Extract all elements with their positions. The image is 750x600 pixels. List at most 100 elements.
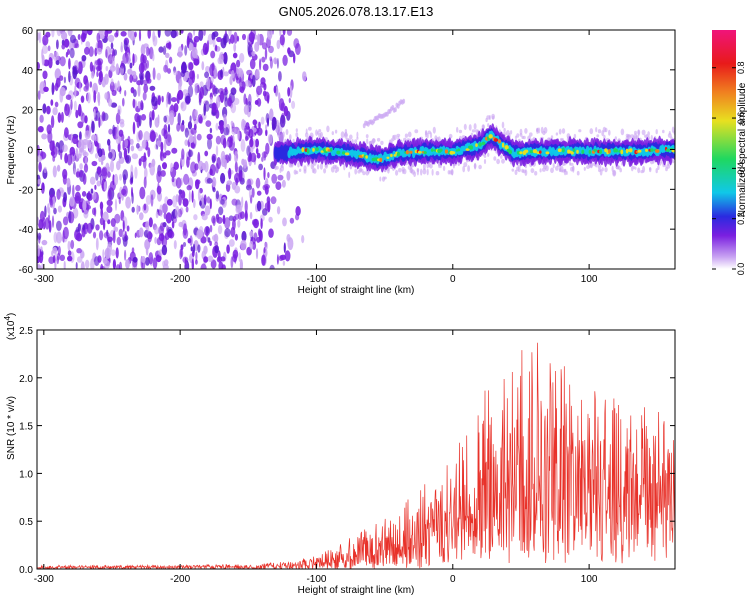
noise-blob xyxy=(62,168,68,180)
noise-blob xyxy=(230,120,234,126)
noise-blob xyxy=(107,219,111,225)
noise-blob xyxy=(233,31,238,44)
noise-blob xyxy=(182,89,189,96)
noise-blob xyxy=(137,101,141,109)
noise-blob xyxy=(37,62,40,71)
noise-blob xyxy=(117,142,121,153)
band-halo-blob xyxy=(463,162,468,168)
noise-blob xyxy=(130,145,135,152)
band-halo-blob xyxy=(379,176,382,182)
y-tick-label: 1.0 xyxy=(19,469,33,480)
band-halo-blob xyxy=(666,164,671,169)
noise-blob xyxy=(129,74,133,83)
noise-blob xyxy=(125,196,131,209)
noise-blob xyxy=(263,167,266,181)
noise-blob xyxy=(193,58,200,66)
noise-blob xyxy=(245,122,250,130)
noise-blob xyxy=(256,69,260,78)
noise-blob xyxy=(98,30,104,36)
noise-blob xyxy=(213,31,219,38)
noise-blob xyxy=(158,46,164,53)
colorbar-tick-label: 0.0 xyxy=(736,263,746,276)
noise-blob xyxy=(214,44,218,52)
noise-blob xyxy=(147,147,151,158)
noise-blob xyxy=(206,177,213,184)
noise-blob xyxy=(134,31,137,38)
noise-blob xyxy=(100,207,103,218)
noise-blob xyxy=(120,188,127,196)
noise-blob xyxy=(190,161,197,174)
noise-blob xyxy=(75,262,78,269)
noise-blob xyxy=(55,77,61,88)
noise-blob xyxy=(56,30,62,37)
noise-blob xyxy=(110,249,116,256)
noise-blob xyxy=(68,58,71,70)
noise-blob xyxy=(43,221,46,230)
band-core-blob xyxy=(329,148,333,152)
noise-blob xyxy=(107,171,111,178)
band-halo-blob xyxy=(295,170,299,175)
band-halo-blob xyxy=(315,129,318,136)
colorbar-label: Normalized spectral amplitude xyxy=(737,82,748,217)
x-tick-label: 0 xyxy=(450,274,456,285)
noise-blob xyxy=(97,255,102,263)
band-halo-blob xyxy=(608,129,611,136)
noise-blob xyxy=(164,30,171,37)
noise-blob xyxy=(220,69,223,78)
noise-blob xyxy=(171,97,177,103)
band-halo-blob xyxy=(481,124,485,130)
noise-blob xyxy=(288,97,291,104)
noise-blob xyxy=(104,73,109,85)
noise-blob xyxy=(261,156,264,162)
noise-blob xyxy=(103,231,110,239)
noise-blob xyxy=(95,171,99,181)
noise-blob xyxy=(98,34,105,40)
noise-blob xyxy=(116,124,119,137)
noise-blob xyxy=(219,90,225,103)
noise-blob xyxy=(228,30,232,37)
noise-blob xyxy=(188,135,194,143)
noise-blob xyxy=(223,71,229,77)
noise-blob xyxy=(254,41,260,53)
noise-blob xyxy=(197,244,201,253)
noise-blob xyxy=(275,181,282,190)
noise-blob xyxy=(233,43,237,52)
noise-blob xyxy=(91,160,98,167)
noise-blob xyxy=(50,115,55,128)
streak-blob xyxy=(402,98,406,104)
noise-blob xyxy=(111,89,117,96)
noise-blob xyxy=(189,70,195,80)
band-core-blob xyxy=(545,151,550,155)
noise-blob xyxy=(247,155,251,163)
band-core-blob xyxy=(581,149,585,154)
band-core-blob xyxy=(650,148,654,152)
noise-blob xyxy=(116,160,121,171)
noise-blob xyxy=(142,91,147,101)
x-tick-label: -200 xyxy=(170,274,190,285)
noise-blob xyxy=(159,204,163,217)
noise-blob xyxy=(163,212,167,219)
band-halo-blob xyxy=(545,165,549,172)
noise-blob xyxy=(144,167,148,179)
band-halo-blob xyxy=(344,133,348,137)
noise-blob xyxy=(168,56,173,64)
noise-blob xyxy=(254,34,258,40)
band-halo-blob xyxy=(569,162,574,166)
noise-blob xyxy=(136,204,139,215)
colorbar-tick-label: 0.2 xyxy=(736,212,746,225)
band-halo-blob xyxy=(280,165,284,172)
noise-blob xyxy=(279,254,287,261)
noise-blob xyxy=(256,98,262,107)
noise-blob xyxy=(282,30,286,36)
noise-blob xyxy=(104,92,109,100)
noise-blob xyxy=(206,196,211,204)
band-halo-blob xyxy=(514,169,518,175)
noise-blob xyxy=(56,164,61,172)
band-halo-blob xyxy=(298,168,302,172)
band-halo-blob xyxy=(354,139,358,144)
noise-blob xyxy=(130,164,134,178)
colorbar: 0.0 0.2 0.4 0.6 0.8 Normalized spectral ampl… xyxy=(712,30,748,275)
noise-blob xyxy=(152,53,155,62)
noise-blob xyxy=(204,205,211,216)
noise-blob xyxy=(104,247,111,259)
